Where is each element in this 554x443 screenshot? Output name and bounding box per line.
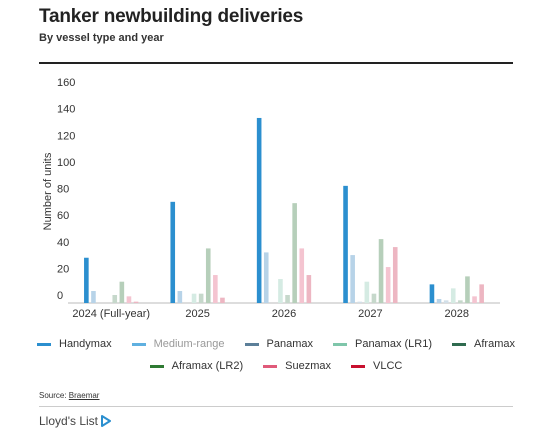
bar-aframax-1 bbox=[198, 293, 204, 303]
legend-label: Panamax bbox=[266, 338, 313, 350]
legend-swatch bbox=[131, 342, 146, 346]
legend-label: Medium-range bbox=[153, 338, 225, 350]
bar-handymax-3 bbox=[343, 185, 348, 303]
legend-swatch bbox=[149, 364, 164, 368]
bar-suezmax-1 bbox=[213, 275, 218, 303]
footer-divider bbox=[39, 406, 513, 407]
bar-panamax-lr1-2 bbox=[278, 279, 283, 303]
source-prefix: Source: bbox=[39, 391, 69, 400]
y-tick-label: 40 bbox=[57, 237, 69, 249]
y-tick-label: 20 bbox=[57, 263, 69, 275]
legend-item-handymax[interactable]: Handymax bbox=[37, 338, 112, 350]
bar-aframax-lr2-3 bbox=[378, 239, 384, 303]
bar-aframax-lr2-1 bbox=[205, 248, 211, 303]
legend-swatch bbox=[351, 364, 366, 368]
bar-vlcc-1 bbox=[220, 297, 225, 303]
bar-suezmax-2 bbox=[299, 248, 305, 303]
y-tick-label: 160 bbox=[57, 77, 75, 89]
bar-vlcc-4 bbox=[479, 284, 484, 303]
bar-aframax-lr2-4 bbox=[465, 276, 470, 303]
bar-vlcc-3 bbox=[392, 247, 398, 303]
legend-row-1: Handymax Medium-range Panamax Panamax (L… bbox=[37, 338, 515, 350]
x-tick-label: 2027 bbox=[358, 308, 382, 320]
bar-medium-range-0 bbox=[91, 291, 96, 303]
legend-row-2: Aframax (LR2) Suezmax VLCC bbox=[39, 360, 513, 372]
legend-item-panamax-lr1[interactable]: Panamax (LR1) bbox=[332, 338, 433, 350]
bar-chart: 0 20 40 60 80 100 120 140 160 Number of units 2024… bbox=[42, 77, 500, 320]
legend-item-suezmax[interactable]: Suezmax bbox=[263, 360, 331, 372]
chart-subtitle: By vessel type and year bbox=[39, 32, 164, 44]
bar-medium-range-1 bbox=[177, 291, 183, 303]
bar-aframax-lr2-0 bbox=[119, 281, 125, 303]
bar-medium-range-2 bbox=[263, 252, 269, 303]
legend-item-aframax[interactable]: Aframax bbox=[452, 338, 515, 350]
chart-title: Tanker newbuilding deliveries bbox=[39, 6, 304, 27]
bar-handymax-4 bbox=[429, 284, 435, 303]
x-tick-label: 2024 (Full-year) bbox=[72, 308, 150, 320]
y-tick-label: 100 bbox=[57, 157, 75, 169]
legend-swatch bbox=[37, 342, 51, 346]
legend-swatch bbox=[452, 342, 467, 346]
legend-label: Suezmax bbox=[285, 360, 332, 372]
bar-aframax-0 bbox=[112, 295, 118, 303]
bar-vlcc-2 bbox=[306, 275, 312, 303]
bar-handymax-1 bbox=[170, 201, 176, 303]
y-tick-label: 80 bbox=[57, 184, 69, 196]
legend-item-aframax-lr2[interactable]: Aframax (LR2) bbox=[149, 360, 244, 372]
bar-panamax-4 bbox=[443, 300, 449, 303]
bar-aframax-3 bbox=[371, 293, 377, 303]
y-tick-label: 0 bbox=[57, 290, 63, 302]
bar-medium-range-3 bbox=[350, 255, 355, 303]
bar-panamax-lr1-4 bbox=[450, 288, 456, 303]
bar-suezmax-3 bbox=[385, 267, 391, 303]
legend-label: Panamax (LR1) bbox=[354, 338, 433, 350]
bar-aframax-2 bbox=[285, 295, 290, 303]
bar-handymax-0 bbox=[84, 257, 89, 303]
x-tick-label: 2026 bbox=[272, 308, 296, 320]
legend-item-vlcc[interactable]: VLCC bbox=[351, 360, 402, 372]
x-tick-label: 2028 bbox=[445, 308, 469, 320]
source-link[interactable]: Braemar bbox=[68, 391, 100, 400]
legend-label: Handymax bbox=[59, 338, 112, 350]
bar-medium-range-4 bbox=[436, 299, 442, 303]
bar-aframax-lr2-2 bbox=[292, 203, 297, 303]
legend-label: Aframax (LR2) bbox=[171, 360, 244, 372]
bar-panamax-lr1-1 bbox=[191, 293, 197, 303]
legend-swatch bbox=[332, 342, 347, 346]
play-triangle-icon bbox=[101, 415, 111, 427]
source-note: Source: Braemar bbox=[39, 391, 99, 400]
y-tick-label: 60 bbox=[57, 210, 69, 222]
bar-suezmax-0 bbox=[126, 296, 132, 303]
brand-name: Lloyd's List bbox=[39, 414, 98, 428]
legend-item-panamax[interactable]: Panamax bbox=[244, 338, 313, 350]
bar-aframax-4 bbox=[458, 300, 463, 303]
y-tick-label: 140 bbox=[57, 104, 75, 116]
y-tick-label: 120 bbox=[57, 130, 75, 142]
bar-panamax-3 bbox=[357, 301, 363, 303]
legend-swatch bbox=[263, 364, 278, 368]
legend-label: VLCC bbox=[373, 360, 403, 372]
title-divider bbox=[39, 62, 513, 64]
bar-suezmax-4 bbox=[472, 296, 477, 303]
bar-vlcc-0 bbox=[133, 301, 139, 303]
y-axis-label: Number of units bbox=[42, 152, 54, 230]
legend-swatch bbox=[244, 342, 259, 346]
legend-label: Aframax bbox=[474, 338, 515, 350]
bar-panamax-lr1-3 bbox=[364, 281, 370, 303]
brand-logo[interactable]: Lloyd's List bbox=[39, 414, 111, 428]
legend-item-medium-range[interactable]: Medium-range bbox=[131, 338, 225, 350]
bar-handymax-2 bbox=[256, 117, 262, 303]
x-tick-label: 2025 bbox=[185, 308, 209, 320]
